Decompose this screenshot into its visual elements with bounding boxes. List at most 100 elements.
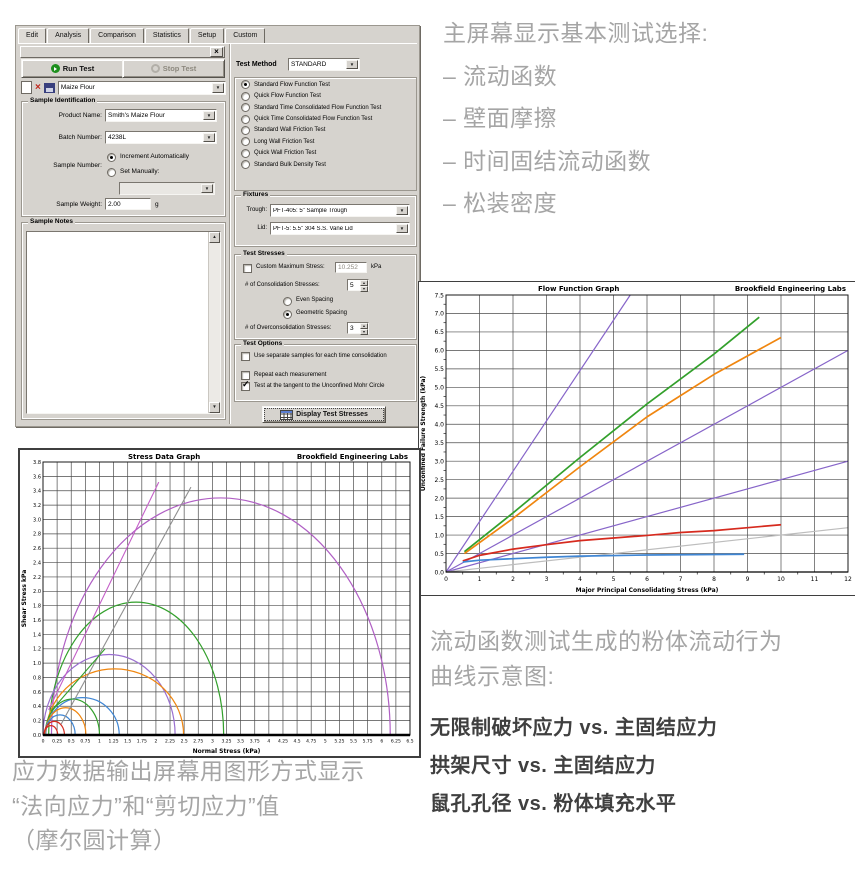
new-file-icon[interactable] [21, 81, 32, 94]
delete-icon[interactable]: × [35, 81, 41, 93]
test-option-label: Long Wall Friction Test [254, 138, 315, 145]
custom-max-stress-field[interactable]: 10.252 [335, 262, 367, 273]
increment-radio[interactable]: Increment Automatically [107, 153, 189, 162]
svg-text:3.6: 3.6 [33, 474, 41, 480]
test-option-label: Standard Wall Friction Test [254, 127, 326, 134]
test-option-checkbox-test-at[interactable]: Test at the tangent to the Unconfined Mo… [241, 381, 409, 391]
tab-comparison[interactable]: Comparison [90, 28, 144, 43]
test-option-checkbox-repeat-each[interactable]: Repeat each measurement [241, 371, 409, 380]
sample-weight-field[interactable]: 2.00 [105, 198, 151, 210]
scroll-up-icon[interactable]: ▲ [209, 232, 220, 243]
chevron-down-icon[interactable]: ▼ [396, 206, 408, 215]
spin-up-icon[interactable]: ▲ [360, 323, 368, 329]
set-manually-radio[interactable]: Set Manually: [107, 168, 159, 177]
custom-max-stress-unit: kPa [371, 264, 382, 270]
group-title: Test Stresses [241, 250, 287, 257]
overconsolidation-value: 3 [350, 324, 354, 332]
test-option-label: Standard Bulk Density Test [254, 161, 326, 168]
tab-custom[interactable]: Custom [225, 28, 266, 43]
sample-blue [462, 553, 745, 563]
svg-text:5: 5 [612, 576, 616, 583]
sample-weight-value: 2.00 [108, 200, 121, 208]
overconsolidation-spinner[interactable]: 3 ▲ ▼ [347, 322, 369, 335]
manual-sample-dropdown[interactable]: ▼ [119, 182, 215, 195]
consolidation-value: 5 [350, 281, 354, 289]
radio-icon [241, 114, 250, 124]
product-name-dropdown[interactable]: Smith's Maize Flour ▼ [105, 109, 217, 122]
test-option-label: Quick Time Consolidated Flow Function Te… [254, 116, 373, 123]
svg-text:10: 10 [777, 576, 785, 583]
chevron-down-icon[interactable]: ▼ [203, 111, 215, 120]
trough-dropdown[interactable]: PFT-405: 5" Sample Trough ▼ [270, 204, 410, 217]
svg-text:7.5: 7.5 [434, 292, 444, 299]
stop-test-button[interactable]: Stop Test [122, 59, 225, 78]
tab-statistics[interactable]: Statistics [144, 28, 189, 43]
mohr-purple-medium [42, 653, 176, 736]
group-title: Fixtures [241, 191, 271, 198]
pane-titlebar[interactable]: × [20, 46, 225, 58]
svg-text:3.25: 3.25 [221, 739, 231, 745]
svg-text:0.0: 0.0 [33, 733, 41, 739]
test-option-standard-wall-friction-test[interactable]: Standard Wall Friction Test [235, 124, 416, 135]
annotation-line: “法向应力”和“剪切应力”值 [12, 792, 280, 819]
spin-down-icon[interactable]: ▼ [360, 286, 368, 292]
svg-text:11: 11 [811, 576, 819, 583]
scroll-down-icon[interactable]: ▼ [209, 402, 220, 413]
svg-text:1: 1 [98, 739, 101, 745]
svg-text:7: 7 [679, 576, 683, 583]
test-option-standard-bulk-density-test[interactable]: Standard Bulk Density Test [235, 158, 416, 170]
svg-text:1.25: 1.25 [109, 739, 119, 745]
close-icon[interactable]: × [210, 47, 223, 57]
svg-text:1: 1 [478, 576, 482, 583]
svg-text:6.0: 6.0 [434, 348, 444, 355]
svg-text:1.5: 1.5 [124, 739, 131, 745]
test-option-quick-flow-function-test[interactable]: Quick Flow Function Test [235, 89, 416, 101]
mohr-red-inner [43, 725, 59, 736]
chevron-down-icon[interactable]: ▼ [203, 133, 215, 142]
svg-text:4: 4 [578, 576, 582, 583]
test-method-dropdown[interactable]: STANDARD ▼ [288, 58, 360, 71]
svg-text:5.0: 5.0 [434, 385, 444, 392]
svg-text:6: 6 [645, 576, 649, 583]
consolidation-spinner[interactable]: 5 ▲ ▼ [347, 279, 369, 292]
spin-down-icon[interactable]: ▼ [360, 329, 368, 335]
sample-notes-group: Sample Notes ▲ ▼ [21, 218, 226, 420]
flow-function-graph: 0 1 2 3 4 5 6 7 8 9 10 11 12 0.0 0.5 1.0 1.5 2.0 2.5 3.0 3.5… [418, 281, 855, 596]
radio-icon [241, 91, 250, 101]
test-option-long-wall-friction-test[interactable]: Long Wall Friction Test [235, 135, 416, 147]
geometric-spacing-radio[interactable]: Geometric Spacing [283, 310, 347, 319]
svg-text:3.75: 3.75 [250, 739, 260, 745]
tab-analysis[interactable]: Analysis [47, 28, 90, 43]
batch-number-dropdown[interactable]: 4238L ▼ [105, 131, 217, 144]
notes-scrollbar[interactable]: ▲ ▼ [208, 232, 220, 413]
lid-dropdown[interactable]: PFT-5: 5.5" 304 S.S. Vane Lid ▼ [270, 222, 410, 235]
sample-orange [463, 336, 782, 555]
test-option-standard-flow-function-test[interactable]: Standard Flow Function Test [235, 78, 416, 90]
chevron-down-icon[interactable]: ▼ [212, 82, 224, 93]
lid-label: Lid: [257, 225, 267, 231]
display-test-stresses-button[interactable]: Display Test Stresses [262, 406, 386, 423]
test-option-quick-time-consolidated-flow-function-test[interactable]: Quick Time Consolidated Flow Function Te… [235, 112, 416, 124]
preset-dropdown[interactable]: Maize Flour ▼ [57, 80, 226, 95]
tab-setup[interactable]: Setup [189, 28, 225, 43]
test-option-quick-wall-friction-test[interactable]: Quick Wall Friction Test [235, 146, 416, 158]
chevron-down-icon[interactable]: ▼ [396, 224, 408, 233]
spin-up-icon[interactable]: ▲ [360, 280, 368, 286]
run-test-button[interactable]: Run Test [21, 59, 124, 78]
svg-text:6.25: 6.25 [391, 739, 401, 745]
radio-icon [241, 103, 250, 113]
custom-max-stress-checkbox[interactable]: Custom Maximum Stress: [243, 264, 325, 273]
save-icon[interactable] [43, 82, 55, 93]
test-option-checkbox-use-separate[interactable]: Use separate samples for each time conso… [241, 352, 409, 361]
test-option-standard-time-consolidated-flow-function-test[interactable]: Standard Time Consolidated Flow Function… [235, 101, 416, 113]
svg-text:5: 5 [324, 739, 327, 745]
annotation-heading: 流动函数测试生成的粉体流动行为 曲线示意图: [430, 628, 783, 689]
even-spacing-radio[interactable]: Even Spacing [283, 297, 333, 306]
chevron-down-icon[interactable]: ▼ [346, 60, 358, 69]
chevron-down-icon[interactable]: ▼ [201, 184, 213, 193]
tab-edit[interactable]: Edit [18, 28, 47, 43]
mohr-green-large [48, 601, 225, 736]
sample-notes-textarea[interactable]: ▲ ▼ [26, 231, 221, 414]
annotation-list: 无限制破坏应力 vs. 主固结应力 拱架尺寸 vs. 主固结应力 鼠孔孔径 vs. … [430, 709, 855, 823]
annotation-item: – 流动函数 [443, 62, 558, 89]
